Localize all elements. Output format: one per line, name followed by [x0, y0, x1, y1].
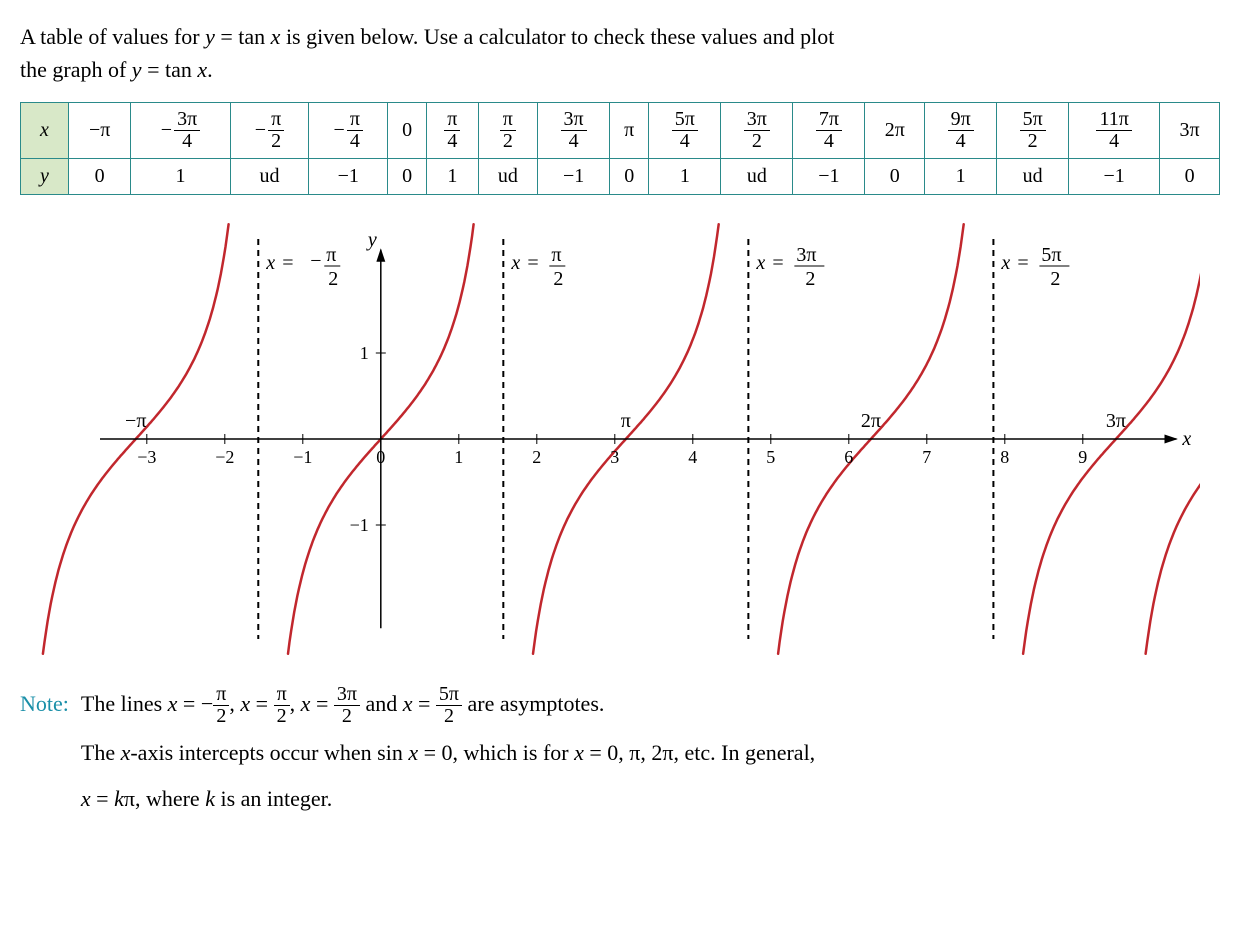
table-header-x: x [21, 103, 69, 159]
table-cell-y: −1 [1069, 159, 1160, 195]
table-cell-y: 1 [131, 159, 230, 195]
svg-text:9: 9 [1078, 447, 1087, 467]
svg-text:1: 1 [454, 447, 463, 467]
intro-eq-x: x [271, 24, 281, 49]
table-cell-x: 5π4 [649, 103, 721, 159]
table-row-y: y 01ud−101ud−101ud−101ud−10 [21, 159, 1220, 195]
table-cell-x: 2π [865, 103, 925, 159]
svg-text:x: x [265, 252, 275, 274]
table-cell-x: 0 [388, 103, 427, 159]
intro-eq-y2: y [132, 57, 142, 82]
tan-graph: x = −π2x = π2x = 3π2x = 5π2xy−3−2−101234… [40, 219, 1200, 659]
table-cell-y: 0 [610, 159, 649, 195]
table-cell-x: 3π [1160, 103, 1220, 159]
svg-text:4: 4 [688, 447, 697, 467]
svg-text:x: x [1000, 252, 1010, 274]
table-cell-y: ud [230, 159, 309, 195]
svg-text:π: π [326, 244, 336, 266]
table-cell-y: −1 [309, 159, 388, 195]
svg-text:2: 2 [553, 268, 563, 290]
note-body: The lines x = −π2, x = π2, x = 3π2 and x… [81, 684, 1220, 825]
intro-eq-y: y [205, 24, 215, 49]
intro-eq-mid2: = tan [142, 57, 198, 82]
table-cell-y: 1 [427, 159, 479, 195]
table-cell-x: π [610, 103, 649, 159]
svg-text:−: − [310, 250, 321, 272]
svg-text:−3: −3 [137, 447, 156, 467]
table-cell-y: 0 [69, 159, 131, 195]
svg-text:−1: −1 [350, 515, 369, 535]
intro-eq-dot: . [207, 57, 213, 82]
svg-text:2π: 2π [861, 410, 881, 432]
svg-text:=: = [527, 252, 538, 274]
table-cell-x: −3π4 [131, 103, 230, 159]
table-header-y: y [21, 159, 69, 195]
table-cell-x: 7π4 [793, 103, 865, 159]
svg-text:π: π [621, 410, 631, 432]
table-cell-x: 3π4 [538, 103, 610, 159]
table-row-x: x −π−3π4−π2−π40π4π23π4π5π43π27π42π9π45π2… [21, 103, 1220, 159]
svg-text:1: 1 [360, 343, 369, 363]
table-cell-y: 1 [649, 159, 721, 195]
table-cell-x: −π2 [230, 103, 309, 159]
note-line-1: The lines x = −π2, x = π2, x = 3π2 and x… [81, 684, 1220, 727]
table-cell-x: −π [69, 103, 131, 159]
svg-text:−π: −π [125, 410, 146, 432]
svg-text:0: 0 [376, 447, 385, 467]
svg-text:8: 8 [1000, 447, 1009, 467]
svg-text:5π: 5π [1041, 244, 1061, 266]
svg-text:5: 5 [766, 447, 775, 467]
svg-text:3π: 3π [796, 244, 816, 266]
svg-text:3: 3 [610, 447, 619, 467]
table-cell-x: 9π4 [925, 103, 997, 159]
svg-text:y: y [366, 229, 377, 251]
intro-text-2a: the graph of [20, 57, 132, 82]
svg-text:=: = [772, 252, 783, 274]
table-cell-y: 0 [388, 159, 427, 195]
intro-eq-x2: x [197, 57, 207, 82]
note-line-2: The x-axis intercepts occur when sin x =… [81, 733, 1220, 773]
graph-container: x = −π2x = π2x = 3π2x = 5π2xy−3−2−101234… [20, 219, 1220, 664]
svg-text:x: x [510, 252, 520, 274]
table-cell-y: ud [478, 159, 537, 195]
svg-text:−2: −2 [215, 447, 234, 467]
table-cell-y: 0 [1160, 159, 1220, 195]
table-cell-x: π2 [478, 103, 537, 159]
table-cell-y: −1 [538, 159, 610, 195]
intro-text-1b: is given below. Use a calculator to chec… [280, 24, 834, 49]
note-label: Note: [20, 684, 69, 825]
intro-paragraph: A table of values for y = tan x is given… [20, 20, 1220, 86]
intro-eq-mid: = tan [215, 24, 271, 49]
table-cell-y: ud [721, 159, 793, 195]
note-line-3: x = kπ, where k is an integer. [81, 779, 1220, 819]
values-table: x −π−3π4−π2−π40π4π23π4π5π43π27π42π9π45π2… [20, 102, 1220, 195]
table-cell-y: ud [997, 159, 1069, 195]
svg-text:2: 2 [328, 268, 338, 290]
table-cell-y: −1 [793, 159, 865, 195]
table-cell-x: 11π4 [1069, 103, 1160, 159]
note-block: Note: The lines x = −π2, x = π2, x = 3π2… [20, 684, 1220, 825]
svg-text:=: = [282, 252, 293, 274]
table-cell-y: 0 [865, 159, 925, 195]
svg-text:3π: 3π [1106, 410, 1126, 432]
svg-text:x: x [755, 252, 765, 274]
svg-text:π: π [551, 244, 561, 266]
svg-text:=: = [1017, 252, 1028, 274]
svg-text:2: 2 [532, 447, 541, 467]
table-cell-x: 3π2 [721, 103, 793, 159]
svg-text:−1: −1 [293, 447, 312, 467]
svg-text:2: 2 [1050, 268, 1060, 290]
table-cell-x: π4 [427, 103, 479, 159]
intro-text-1a: A table of values for [20, 24, 205, 49]
table-cell-x: 5π2 [997, 103, 1069, 159]
svg-text:x: x [1181, 428, 1191, 450]
table-cell-x: −π4 [309, 103, 388, 159]
table-cell-y: 1 [925, 159, 997, 195]
svg-text:2: 2 [805, 268, 815, 290]
svg-text:6: 6 [844, 447, 853, 467]
svg-text:7: 7 [922, 447, 931, 467]
